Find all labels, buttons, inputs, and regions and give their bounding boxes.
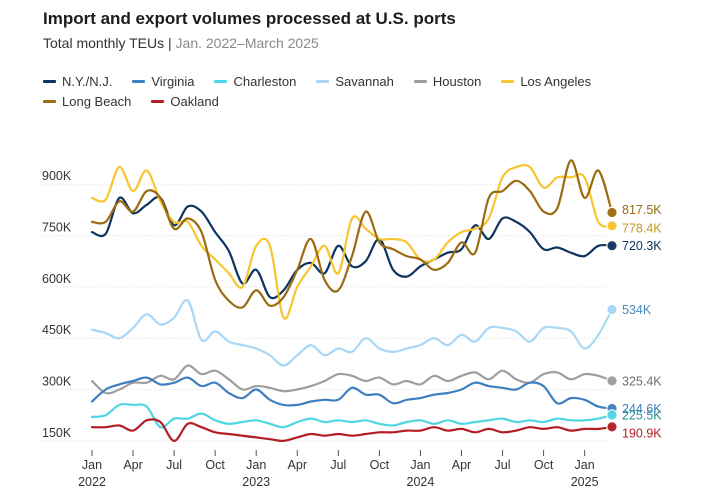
y-axis: 150K 300K 450K 600K 750K 900K xyxy=(42,169,72,440)
x-tick-label: Jan xyxy=(246,458,266,472)
end-marker-charleston xyxy=(606,409,618,421)
x-axis: Jan 2022 Apr Jul Oct Jan 2023 Apr Jul Oct Jan 2024 A… xyxy=(78,450,599,489)
x-tick-label: Oct xyxy=(205,458,225,472)
y-tick-label: 300K xyxy=(42,375,72,389)
legend-label: Charleston xyxy=(233,73,297,89)
legend-swatch xyxy=(501,79,515,83)
chart-title: Import and export volumes processed at U… xyxy=(43,9,456,28)
gridlines xyxy=(42,183,612,442)
subtitle-date-range: Jan. 2022–March 2025 xyxy=(175,35,319,51)
end-label-oakland: 190.9K xyxy=(622,426,662,440)
legend-item-houston[interactable]: Houston xyxy=(413,73,482,89)
x-tick-label: Oct xyxy=(370,458,390,472)
end-label-long-beach: 817.5K xyxy=(622,203,662,217)
end-label-n-y-n-j: 720.3K xyxy=(622,239,662,253)
legend-item-virginia[interactable]: Virginia xyxy=(132,74,194,89)
end-label-virginia: 244.6K xyxy=(622,402,662,416)
legend-row-2: Long Beach Oakland xyxy=(43,91,683,111)
series-line-oakland xyxy=(90,418,614,443)
y-tick-label: 900K xyxy=(42,169,72,183)
legend-item-charleston[interactable]: Charleston xyxy=(214,74,296,89)
subtitle-lead: Total monthly TEUs xyxy=(43,35,165,51)
legend-swatch xyxy=(214,79,228,83)
legend-label: Oakland xyxy=(170,93,219,109)
end-label-los-angeles: 778.4K xyxy=(622,221,662,235)
series-line-los-angeles xyxy=(90,164,614,320)
legend-swatch xyxy=(43,79,56,83)
end-label-charleston: 225.5K xyxy=(622,409,662,423)
x-year-label: 2025 xyxy=(571,475,599,489)
x-tick-label: Apr xyxy=(288,458,307,472)
x-tick-label: Apr xyxy=(123,458,142,472)
y-tick-label: 750K xyxy=(42,221,72,235)
legend-label: N.Y./N.J. xyxy=(62,73,113,89)
chart-legend: N.Y./N.J. Virginia Charleston Savannah H… xyxy=(43,71,683,111)
series-line-n-y-n-j xyxy=(90,196,614,300)
legend-item-ny-nj[interactable]: N.Y./N.J. xyxy=(43,74,112,89)
legend-row-1: N.Y./N.J. Virginia Charleston Savannah H… xyxy=(43,71,683,91)
legend-label: Virginia xyxy=(151,73,195,89)
series-line-houston xyxy=(90,364,614,395)
legend-label: Long Beach xyxy=(62,93,132,109)
end-marker-savannah xyxy=(606,303,618,316)
legend-swatch xyxy=(413,79,427,83)
series-line-charleston xyxy=(90,403,614,429)
series-line-long-beach xyxy=(90,159,614,309)
y-tick-label: 600K xyxy=(42,272,72,286)
end-label-savannah: 534K xyxy=(622,303,652,317)
y-tick-label: 450K xyxy=(42,323,72,337)
legend-swatch xyxy=(43,99,56,103)
x-year-label: 2022 xyxy=(78,475,106,489)
y-tick-label: 150K xyxy=(42,426,72,440)
end-label-houston: 325.4K xyxy=(622,374,662,388)
end-marker-n-y-n-j xyxy=(606,239,618,252)
x-tick-label: Jan xyxy=(410,458,430,472)
legend-item-savannah[interactable]: Savannah xyxy=(316,74,394,89)
x-tick-label: Jan xyxy=(575,458,595,472)
x-tick-label: Jul xyxy=(495,458,511,472)
x-year-label: 2024 xyxy=(407,475,435,489)
legend-swatch xyxy=(151,99,165,103)
series-lines xyxy=(90,159,614,443)
legend-item-oakland[interactable]: Oakland xyxy=(151,93,219,109)
legend-item-los-angeles[interactable]: Los Angeles xyxy=(501,74,591,89)
legend-label: Savannah xyxy=(335,73,394,89)
x-year-label: 2023 xyxy=(242,475,270,489)
x-tick-label: Oct xyxy=(534,458,554,472)
x-tick-label: Jul xyxy=(330,458,346,472)
legend-label: Houston xyxy=(432,73,482,89)
legend-label: Los Angeles xyxy=(520,73,592,89)
subtitle-separator: | xyxy=(168,35,172,51)
end-marker-long-beach xyxy=(606,206,618,219)
series-line-savannah xyxy=(90,299,614,367)
x-tick-label: Jul xyxy=(166,458,182,472)
end-marker-oakland xyxy=(606,421,618,433)
end-marker-houston xyxy=(606,375,618,387)
series-line-virginia xyxy=(90,376,614,410)
legend-swatch xyxy=(132,79,146,83)
legend-swatch xyxy=(316,79,330,83)
chart-subtitle: Total monthly TEUs | Jan. 2022–March 202… xyxy=(43,35,319,51)
x-tick-label: Jan xyxy=(82,458,102,472)
x-tick-label: Apr xyxy=(452,458,471,472)
legend-item-long-beach[interactable]: Long Beach xyxy=(43,94,131,109)
end-marker-los-angeles xyxy=(606,220,618,232)
